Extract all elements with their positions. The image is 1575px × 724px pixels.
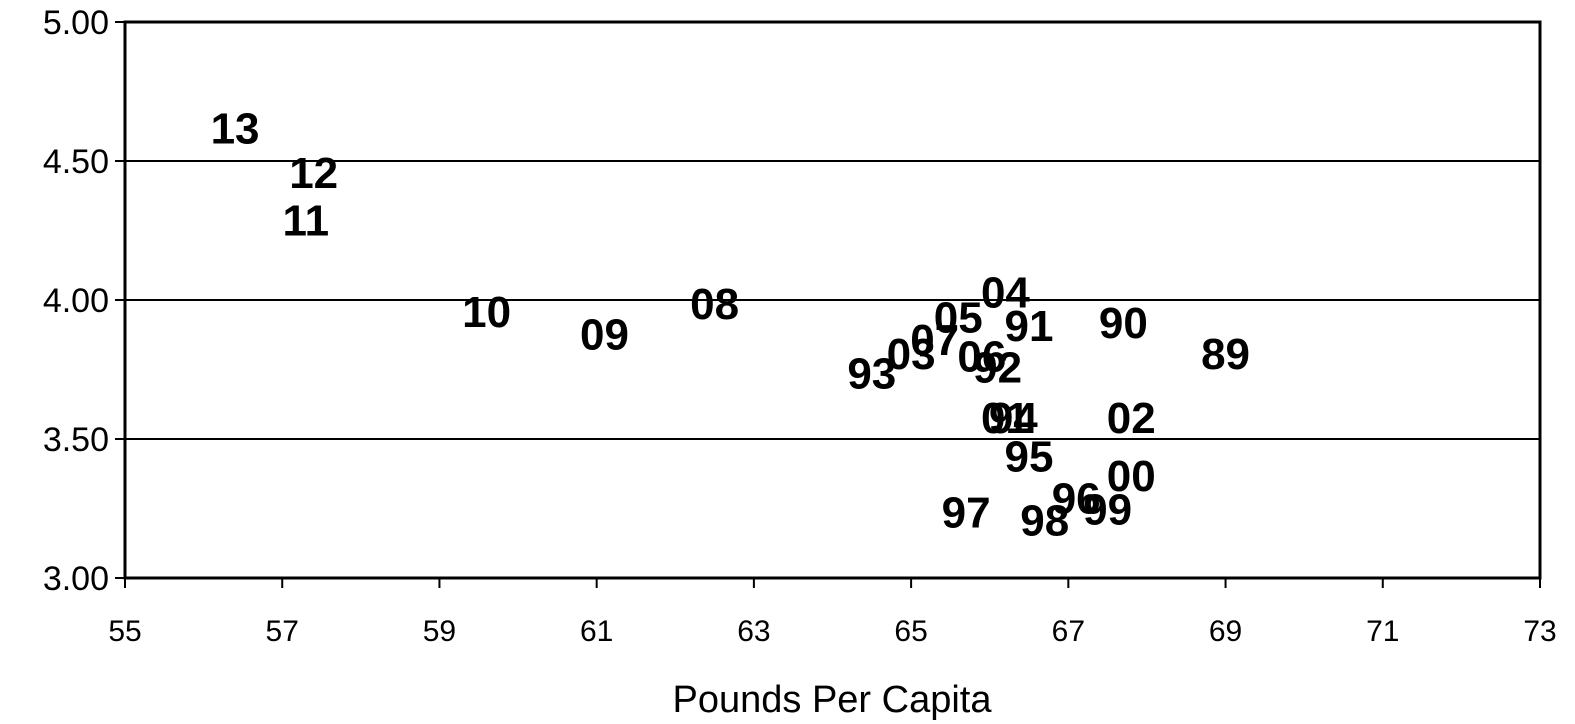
data-point-07: 07 bbox=[910, 316, 959, 365]
data-point-89: 89 bbox=[1201, 330, 1250, 379]
x-tick-label: 59 bbox=[423, 615, 456, 648]
data-point-96: 96 bbox=[1052, 474, 1101, 523]
data-point-00: 00 bbox=[1107, 452, 1156, 501]
x-tick-label: 71 bbox=[1366, 615, 1399, 648]
data-point-90: 90 bbox=[1099, 299, 1148, 348]
data-point-91: 91 bbox=[1005, 302, 1054, 351]
data-point-08: 08 bbox=[690, 280, 739, 329]
data-point-01: 01 bbox=[981, 394, 1030, 443]
y-tick-label: 3.00 bbox=[43, 560, 109, 598]
data-point-92: 92 bbox=[973, 344, 1022, 393]
data-point-02: 02 bbox=[1107, 394, 1156, 443]
x-tick-label: 63 bbox=[737, 615, 770, 648]
data-point-06: 06 bbox=[957, 333, 1006, 382]
y-tick-label: 5.00 bbox=[43, 4, 109, 42]
y-axis: 3.00 3.50 4.00 4.50 5.00 bbox=[43, 4, 125, 598]
data-point-13: 13 bbox=[211, 105, 260, 154]
data-point-95: 95 bbox=[1005, 433, 1054, 482]
data-point-05: 05 bbox=[934, 294, 983, 343]
data-point-10: 10 bbox=[462, 288, 511, 337]
x-axis: 55 57 59 61 63 65 67 69 71 73 bbox=[108, 578, 1557, 648]
data-point-09: 09 bbox=[580, 310, 629, 359]
y-tick-label: 4.50 bbox=[43, 143, 109, 181]
x-axis-title: Pounds Per Capita bbox=[673, 679, 993, 721]
data-point-99: 99 bbox=[1083, 486, 1132, 535]
x-tick-label: 55 bbox=[108, 615, 141, 648]
data-point-93: 93 bbox=[847, 349, 896, 398]
data-point-97: 97 bbox=[942, 488, 991, 537]
data-point-98: 98 bbox=[1020, 497, 1069, 546]
x-tick-label: 65 bbox=[894, 615, 927, 648]
data-point-94: 94 bbox=[989, 394, 1038, 443]
y-tick-label: 4.00 bbox=[43, 282, 109, 320]
x-tick-label: 57 bbox=[266, 615, 299, 648]
y-tick-label: 3.50 bbox=[43, 421, 109, 459]
gridlines bbox=[125, 160, 1540, 440]
x-tick-label: 73 bbox=[1523, 615, 1556, 648]
data-point-04: 04 bbox=[981, 269, 1030, 318]
x-tick-label: 67 bbox=[1052, 615, 1085, 648]
data-point-03: 03 bbox=[887, 330, 936, 379]
x-tick-label: 61 bbox=[580, 615, 613, 648]
data-point-11: 11 bbox=[283, 196, 330, 245]
data-point-12: 12 bbox=[289, 149, 338, 198]
x-tick-label: 69 bbox=[1209, 615, 1242, 648]
